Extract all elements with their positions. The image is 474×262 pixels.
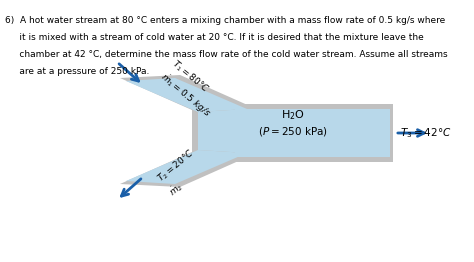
Text: it is mixed with a stream of cold water at 20 °C. If it is desired that the mixt: it is mixed with a stream of cold water … [5, 33, 423, 42]
Polygon shape [126, 150, 247, 184]
Text: $T_3 = 42°C$: $T_3 = 42°C$ [400, 126, 452, 140]
Polygon shape [120, 152, 252, 187]
Text: H$_2$O: H$_2$O [281, 108, 305, 122]
Polygon shape [235, 109, 390, 157]
Text: $T_2 = 20°C$
$\dot{m}_2$: $T_2 = 20°C$ $\dot{m}_2$ [155, 147, 210, 199]
Polygon shape [198, 109, 247, 157]
Text: $(P = 250$ kPa$)$: $(P = 250$ kPa$)$ [258, 125, 328, 138]
Polygon shape [192, 104, 252, 162]
Text: are at a pressure of 250 kPa.: are at a pressure of 250 kPa. [5, 67, 149, 76]
Polygon shape [120, 75, 252, 110]
Polygon shape [126, 78, 247, 112]
Text: 6)  A hot water stream at 80 °C enters a mixing chamber with a mass flow rate of: 6) A hot water stream at 80 °C enters a … [5, 16, 445, 25]
Text: $T_1 = 80°C$
$\dot{m}_1 = 0.5$ kg/s: $T_1 = 80°C$ $\dot{m}_1 = 0.5$ kg/s [157, 57, 225, 121]
Polygon shape [235, 104, 393, 162]
Text: chamber at 42 °C, determine the mass flow rate of the cold water stream. Assume : chamber at 42 °C, determine the mass flo… [5, 50, 447, 59]
